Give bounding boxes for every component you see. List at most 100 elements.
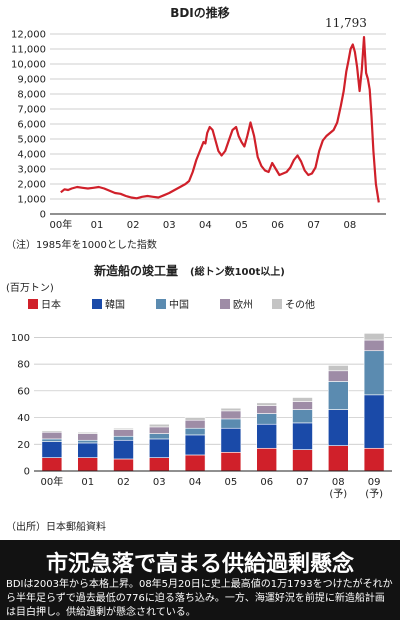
ship-bar-segment bbox=[113, 439, 134, 460]
bdi-y-tick-label: 12,000 bbox=[11, 30, 46, 41]
ship-bar-segment bbox=[184, 454, 206, 472]
ship-bar-segment bbox=[292, 401, 313, 410]
ship-bar-segment bbox=[256, 447, 278, 472]
ship-legend-swatch bbox=[220, 299, 230, 309]
ship-bar-segment bbox=[220, 451, 242, 472]
ship-bar-segment bbox=[363, 350, 385, 396]
ship-legend: 日本 韓国 中国 欧州 その他 bbox=[28, 298, 315, 311]
ship-bar-segment bbox=[184, 417, 206, 421]
bdi-y-tick-label: 1,000 bbox=[17, 195, 46, 206]
bdi-y-tick-label: 7,000 bbox=[17, 105, 46, 116]
bdi-y-tick-label: 4,000 bbox=[17, 150, 46, 161]
bdi-y-tick-labels: 0 1,000 2,000 3,000 4,000 5,000 6,000 7,000 8,00… bbox=[11, 30, 46, 221]
ship-legend-label: その他 bbox=[285, 298, 315, 311]
bdi-y-tick-label: 9,000 bbox=[17, 75, 46, 86]
ship-source: （出所）日本郵船資料 bbox=[6, 520, 106, 533]
ship-bar-segment bbox=[363, 394, 385, 449]
ship-legend-label: 欧州 bbox=[233, 299, 253, 311]
ship-x-tick-label: 02 bbox=[117, 477, 130, 488]
ship-bar-segment bbox=[149, 457, 170, 472]
bdi-y-tick-label: 11,000 bbox=[11, 45, 46, 56]
ship-bar-segment bbox=[327, 445, 349, 472]
headline-banner: 市況急落で高まる供給過剰懸念 BDIは2003年から本格上昇。08年5月20日に… bbox=[0, 540, 400, 620]
ship-bar-segment bbox=[256, 405, 278, 414]
ship-x-tick-label: 09 (予) bbox=[365, 477, 383, 500]
bdi-y-tick-label: 8,000 bbox=[17, 90, 46, 101]
ship-bar-segment bbox=[113, 427, 134, 430]
ship-legend-swatch bbox=[272, 299, 282, 309]
ship-bar-segment bbox=[292, 409, 313, 424]
ship-bar-segment bbox=[220, 418, 242, 429]
ship-x-tick-label: 03 bbox=[153, 477, 166, 488]
ship-bar-segment bbox=[41, 438, 63, 442]
bdi-x-tick-label: 07 bbox=[307, 220, 320, 231]
ship-bar-segment bbox=[327, 370, 349, 382]
ship-bar-segment bbox=[184, 419, 206, 429]
ship-bar-segment bbox=[41, 441, 63, 458]
bdi-y-tick-label: 2,000 bbox=[17, 180, 46, 191]
bdi-y-tick-label: 5,000 bbox=[17, 135, 46, 146]
bdi-x-tick-label: 00年 bbox=[49, 218, 72, 231]
bdi-grid bbox=[50, 33, 386, 215]
ship-x-tick-label: 08 (予) bbox=[329, 477, 347, 500]
ship-bar-segment bbox=[292, 397, 313, 402]
ship-bar-segment bbox=[149, 423, 170, 428]
ship-bar-segment bbox=[363, 333, 385, 341]
bdi-line-chart: BDIの推移 0 1,000 2,000 3,000 4,000 5,000 6,000 7,… bbox=[6, 5, 386, 251]
ship-bar-segment bbox=[220, 427, 242, 453]
ship-bar-segment bbox=[113, 435, 134, 441]
ship-bar-segment bbox=[292, 449, 313, 472]
ship-bar-segment bbox=[113, 429, 134, 437]
shipbuilding-stacked-bar-chart: 新造船の竣工量 (総トン数100t以上) (百万トン) 日本 韓国 中国 欧州 その他 … bbox=[6, 263, 392, 533]
ship-legend-swatch bbox=[28, 299, 38, 309]
ship-y-tick-label: 40 bbox=[17, 413, 30, 424]
ship-legend-swatch bbox=[92, 299, 102, 309]
ship-bar-segment bbox=[256, 413, 278, 425]
bdi-y-tick-label: 10,000 bbox=[11, 60, 46, 71]
ship-chart-title: 新造船の竣工量 bbox=[94, 263, 178, 278]
ship-bar-segment bbox=[184, 427, 206, 436]
bdi-x-tick-label: 01 bbox=[91, 220, 104, 231]
bdi-peak-annotation: 11,793 bbox=[325, 16, 367, 30]
ship-bar-segment bbox=[149, 433, 170, 440]
bdi-chart-title: BDIの推移 bbox=[170, 5, 230, 20]
ship-x-tick-label: 04 bbox=[189, 477, 202, 488]
bdi-note: （注）1985年を1000とした指数 bbox=[6, 238, 157, 251]
ship-bar-segment bbox=[77, 439, 98, 444]
ship-bar-segment bbox=[149, 426, 170, 434]
bdi-x-tick-labels: 00年 01 02 03 04 05 06 07 08 bbox=[49, 218, 356, 231]
ship-x-tick-labels: 00年 01 02 03 04 05 06 07 08 (予) 09 (予) bbox=[41, 475, 384, 500]
charts-figure: BDIの推移 0 1,000 2,000 3,000 4,000 5,000 6,000 7,… bbox=[6, 5, 392, 533]
ship-x-tick-label: 07 bbox=[296, 477, 309, 488]
banner-title: 市況急落で高まる供給過剰懸念 bbox=[45, 551, 354, 577]
ship-bar-segment bbox=[149, 438, 170, 458]
ship-x-tick-label: 00年 bbox=[41, 475, 64, 488]
ship-y-tick-label: 0 bbox=[24, 467, 30, 478]
ship-legend-label: 韓国 bbox=[105, 299, 125, 311]
ship-bar-segment bbox=[327, 409, 349, 446]
ship-bar-segment bbox=[220, 410, 242, 420]
ship-y-axis-unit: (百万トン) bbox=[6, 282, 54, 294]
ship-y-tick-label: 100 bbox=[11, 333, 30, 344]
ship-bar-segment bbox=[363, 447, 385, 472]
ship-bar-segment bbox=[77, 433, 98, 441]
ship-bar-segment bbox=[256, 402, 278, 406]
bdi-x-tick-label: 06 bbox=[271, 220, 284, 231]
ship-bar-segment bbox=[220, 407, 242, 412]
bdi-x-tick-label: 05 bbox=[235, 220, 248, 231]
ship-legend-label: 中国 bbox=[169, 298, 189, 311]
ship-bar-segment bbox=[184, 434, 206, 456]
bdi-y-tick-label: 3,000 bbox=[17, 165, 46, 176]
ship-bars bbox=[41, 333, 385, 472]
ship-y-tick-label: 20 bbox=[17, 440, 30, 451]
ship-y-tick-labels: 0 20 40 60 80 100 bbox=[11, 333, 30, 478]
bdi-x-tick-label: 03 bbox=[163, 220, 176, 231]
ship-bar-segment bbox=[41, 431, 63, 440]
bdi-y-tick-label: 0 bbox=[40, 210, 46, 221]
ship-y-tick-label: 80 bbox=[17, 360, 30, 371]
ship-legend-swatch bbox=[156, 299, 166, 309]
bdi-x-tick-label: 08 bbox=[344, 220, 357, 231]
ship-bar-segment bbox=[363, 339, 385, 352]
ship-bar-segment bbox=[41, 457, 63, 472]
